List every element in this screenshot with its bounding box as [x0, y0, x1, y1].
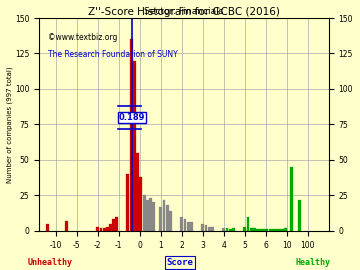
- Bar: [190, 222, 193, 231]
- Bar: [162, 200, 166, 231]
- Bar: [284, 228, 287, 231]
- Bar: [143, 195, 145, 231]
- Text: Score: Score: [167, 258, 193, 267]
- Text: Healthy: Healthy: [296, 258, 331, 267]
- Text: 0.189: 0.189: [119, 113, 145, 122]
- Text: Unhealthy: Unhealthy: [28, 258, 73, 267]
- Y-axis label: Number of companies (997 total): Number of companies (997 total): [7, 66, 13, 183]
- Bar: [232, 228, 235, 231]
- Text: Sector: Financials: Sector: Financials: [144, 7, 224, 16]
- Bar: [139, 177, 142, 231]
- Bar: [272, 230, 275, 231]
- Bar: [225, 228, 229, 231]
- Bar: [126, 174, 129, 231]
- Bar: [106, 227, 109, 231]
- Bar: [96, 227, 99, 231]
- Bar: [130, 39, 133, 231]
- Bar: [211, 227, 214, 231]
- Bar: [166, 205, 168, 231]
- Bar: [201, 224, 204, 231]
- Text: The Research Foundation of SUNY: The Research Foundation of SUNY: [48, 50, 177, 59]
- Bar: [256, 230, 259, 231]
- Bar: [278, 230, 281, 231]
- Bar: [133, 60, 136, 231]
- Bar: [146, 200, 149, 231]
- Text: ©www.textbiz.org: ©www.textbiz.org: [48, 33, 117, 42]
- Bar: [262, 230, 265, 231]
- Bar: [243, 227, 246, 231]
- Bar: [208, 227, 211, 231]
- Bar: [289, 167, 293, 231]
- Bar: [204, 225, 207, 231]
- Bar: [169, 211, 172, 231]
- Bar: [222, 228, 225, 231]
- Title: Z''-Score Histogram for GCBC (2016): Z''-Score Histogram for GCBC (2016): [88, 7, 280, 17]
- Bar: [275, 230, 278, 231]
- Bar: [259, 230, 262, 231]
- Bar: [187, 222, 190, 231]
- Bar: [46, 224, 49, 231]
- Bar: [103, 228, 105, 231]
- Bar: [149, 198, 152, 231]
- Bar: [112, 220, 115, 231]
- Bar: [269, 230, 271, 231]
- Bar: [184, 220, 186, 231]
- Bar: [229, 230, 231, 231]
- Bar: [298, 200, 301, 231]
- Bar: [253, 228, 256, 231]
- Bar: [115, 217, 118, 231]
- Bar: [250, 228, 253, 231]
- Bar: [159, 207, 162, 231]
- Bar: [265, 230, 268, 231]
- Bar: [180, 217, 183, 231]
- Bar: [247, 217, 249, 231]
- Bar: [109, 224, 112, 231]
- Bar: [281, 230, 284, 231]
- Bar: [152, 202, 155, 231]
- Bar: [65, 221, 68, 231]
- Bar: [99, 228, 103, 231]
- Bar: [136, 153, 139, 231]
